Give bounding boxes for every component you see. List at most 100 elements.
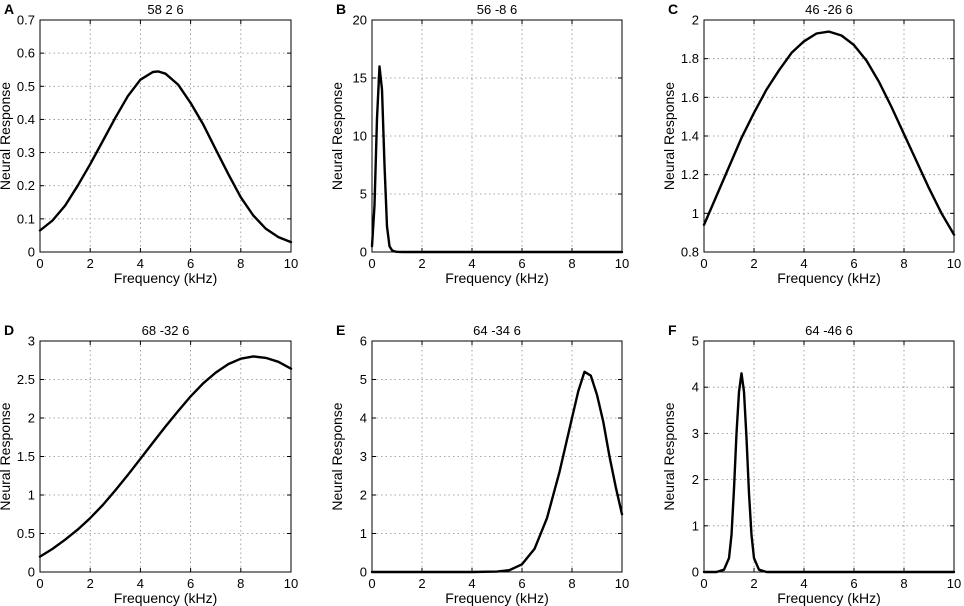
y-axis-label: Neural Response (0, 82, 13, 190)
plot-area (40, 20, 291, 252)
panel-letter: F (668, 322, 677, 338)
x-axis-label: Frequency (kHz) (445, 590, 548, 606)
panel-f: 0 2 4 6 8 10 0 1 2 3 4 5 64 -46 6 F Frequency (kHz) Neu… (661, 322, 961, 606)
axes-frame (703, 340, 955, 573)
x-tick-label: 8 (568, 576, 575, 591)
axes-frame (39, 340, 292, 573)
y-tick-label: 4 (692, 380, 699, 395)
y-tick-label: 0 (28, 565, 35, 580)
x-tick-label: 6 (518, 256, 525, 271)
y-tick-label: 3 (28, 334, 35, 349)
y-axis-label: Neural Response (0, 402, 13, 510)
x-axis-label: Frequency (kHz) (445, 270, 548, 286)
y-tick-label: 1 (360, 526, 367, 541)
y-tick-label: 0 (360, 245, 367, 260)
y-tick-label: 0.4 (17, 112, 35, 127)
y-tick-label: 4 (360, 411, 367, 426)
chart-title: 56 -8 6 (477, 2, 517, 17)
y-tick-label: 0 (28, 245, 35, 260)
chart-title: 64 -46 6 (805, 323, 853, 338)
x-tick-label: 10 (615, 576, 629, 591)
x-tick-label: 2 (750, 576, 757, 591)
chart-title: 58 2 6 (147, 2, 183, 17)
panel-b: 0 2 4 6 8 10 0 5 10 15 20 56 -8 6 B Frequency (kHz) Ne… (329, 1, 629, 286)
y-tick-label: 1.6 (681, 90, 699, 105)
y-axis-label: Neural Response (661, 82, 677, 190)
panel-e: 0 2 4 6 8 10 0 1 2 3 4 5 6 64 -34 6 E Frequency (kHz) Ne… (329, 322, 629, 606)
axes-frame (371, 340, 623, 573)
y-tick-label: 0.7 (17, 13, 35, 28)
y-axis-label: Neural Response (329, 82, 345, 190)
x-tick-label: 10 (947, 576, 961, 591)
y-tick-label: 6 (360, 334, 367, 349)
chart-title: 46 -26 6 (805, 2, 853, 17)
x-axis-label: Frequency (kHz) (777, 590, 880, 606)
x-tick-label: 10 (947, 256, 961, 271)
panel-a: 0 2 4 6 8 10 0 0.1 0.2 0.3 0.4 0.5 0.6 0.7 58 2 6 A Freq… (0, 1, 298, 286)
axes-frame (703, 19, 955, 253)
x-tick-label: 10 (284, 256, 298, 271)
y-axis-label: Neural Response (329, 402, 345, 510)
x-tick-label: 8 (237, 256, 244, 271)
x-tick-label: 6 (518, 576, 525, 591)
panel-d: 0 2 4 6 8 10 0 0.5 1 1.5 2 2.5 3 68 -32 6 D Frequency (… (0, 322, 298, 606)
axes-frame (39, 19, 292, 253)
x-tick-label: 10 (615, 256, 629, 271)
x-tick-label: 4 (800, 256, 807, 271)
y-tick-label: 0 (692, 565, 699, 580)
x-axis-label: Frequency (kHz) (114, 590, 217, 606)
panel-c: 0 2 4 6 8 10 0.8 1 1.2 1.4 1.6 1.8 2 46 -26 6 C Frequen… (661, 1, 961, 286)
x-tick-label: 8 (900, 256, 907, 271)
y-tick-label: 0.3 (17, 145, 35, 160)
x-tick-label: 0 (700, 576, 707, 591)
x-tick-label: 0 (36, 256, 43, 271)
x-tick-label: 0 (368, 256, 375, 271)
x-tick-label: 2 (87, 576, 94, 591)
y-tick-label: 2 (28, 411, 35, 426)
y-tick-label: 0.6 (17, 46, 35, 61)
series-line (38, 355, 293, 558)
x-tick-label: 4 (468, 256, 475, 271)
x-tick-label: 2 (750, 256, 757, 271)
x-tick-label: 4 (468, 576, 475, 591)
y-tick-label: 1 (28, 488, 35, 503)
panel-letter: E (336, 322, 345, 338)
y-tick-label: 1.8 (681, 51, 699, 66)
y-tick-label: 10 (353, 129, 367, 144)
x-tick-label: 8 (900, 576, 907, 591)
x-tick-label: 4 (137, 576, 144, 591)
plot-area (704, 341, 954, 572)
y-tick-label: 3 (360, 449, 367, 464)
chart-title: 68 -32 6 (142, 323, 190, 338)
y-tick-label: 5 (360, 187, 367, 202)
series-line (38, 70, 293, 244)
y-tick-label: 1 (692, 518, 699, 533)
x-tick-label: 6 (187, 256, 194, 271)
x-tick-label: 6 (850, 256, 857, 271)
y-tick-label: 2 (360, 488, 367, 503)
panel-letter: D (4, 322, 14, 338)
x-tick-label: 2 (87, 256, 94, 271)
x-tick-label: 0 (36, 576, 43, 591)
x-tick-label: 0 (700, 256, 707, 271)
x-tick-label: 6 (187, 576, 194, 591)
y-tick-label: 0.2 (17, 178, 35, 193)
x-tick-label: 4 (800, 576, 807, 591)
y-tick-label: 5 (692, 334, 699, 349)
y-tick-label: 2 (692, 13, 699, 28)
y-tick-label: 0.1 (17, 211, 35, 226)
y-tick-label: 1.2 (681, 167, 699, 182)
panel-letter: C (668, 1, 678, 17)
y-tick-label: 20 (353, 13, 367, 28)
y-axis-label: Neural Response (661, 402, 677, 510)
y-tick-label: 0 (360, 565, 367, 580)
y-tick-label: 0.5 (17, 526, 35, 541)
x-tick-label: 8 (237, 576, 244, 591)
x-tick-label: 6 (850, 576, 857, 591)
panel-letter: A (4, 1, 14, 17)
y-tick-label: 2.5 (17, 372, 35, 387)
panel-letter: B (336, 1, 346, 17)
y-tick-label: 2 (692, 472, 699, 487)
x-tick-label: 2 (418, 576, 425, 591)
